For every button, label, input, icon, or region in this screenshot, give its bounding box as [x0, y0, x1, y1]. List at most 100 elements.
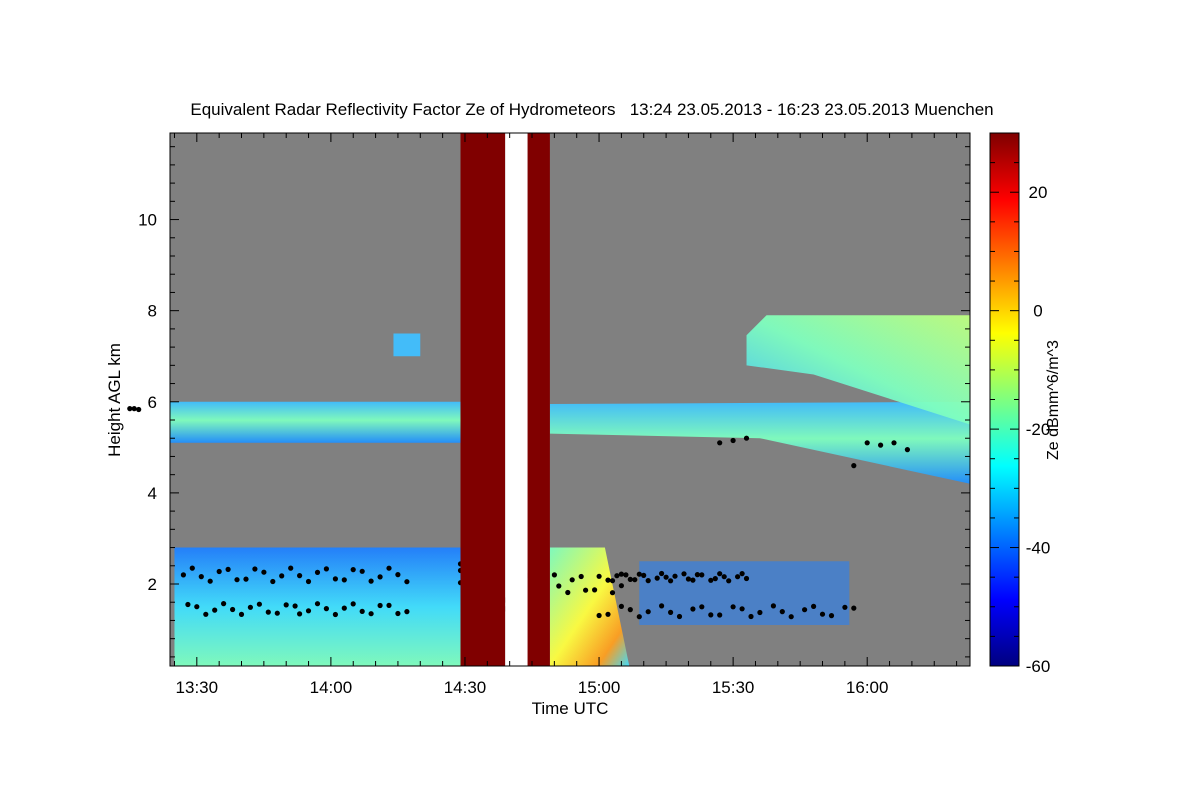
cloud-base-point	[627, 607, 633, 613]
cloud-base-point	[681, 571, 687, 577]
cloud-base-point	[627, 576, 633, 583]
cloud-base-point	[230, 606, 236, 613]
cloud-base-point	[668, 578, 674, 584]
cloud-base-point	[659, 603, 665, 609]
cloud-base-point	[288, 565, 294, 571]
colorbar-tick-label: -40	[1026, 539, 1051, 558]
cloud-base-point	[305, 608, 312, 614]
x-tick-label: 15:00	[578, 678, 621, 697]
cloud-base-point	[748, 613, 754, 620]
cloud-base-point	[717, 571, 723, 577]
cloud-base-point	[699, 572, 705, 578]
cloud-base-point	[578, 573, 584, 580]
cloud-base-point	[690, 577, 696, 583]
cloud-base-point	[842, 604, 848, 610]
cloud-base-point	[618, 603, 625, 610]
cloud-base-point	[618, 583, 625, 589]
cloud-base-point	[690, 606, 696, 612]
cloud-base-point	[221, 601, 227, 607]
cloud-base-point	[583, 587, 589, 593]
echo-layer-4	[393, 333, 421, 357]
cloud-base-point	[614, 573, 620, 579]
cloud-base-point	[743, 435, 750, 441]
cloud-base-point	[596, 573, 602, 579]
y-tick-label: 6	[148, 393, 157, 412]
cloud-base-point	[368, 578, 374, 584]
colorbar-ticks: -60 -40 -20 0 20	[990, 132, 1051, 676]
data-gap-2	[527, 133, 550, 666]
blank-interval	[505, 133, 528, 666]
cloud-base-point	[685, 576, 692, 582]
cloud-base-point	[247, 604, 253, 610]
cloud-base-point	[663, 574, 669, 580]
cloud-base-point	[717, 612, 723, 618]
cloud-base-point	[225, 566, 231, 573]
cloud-base-point	[891, 440, 897, 446]
cloud-base-point	[721, 574, 727, 580]
cloud-base-point	[131, 406, 137, 412]
cloud-base-point	[341, 577, 347, 583]
cloud-base-point	[323, 566, 329, 572]
cloud-base-point	[207, 578, 213, 584]
cloud-base-point	[609, 590, 616, 596]
cloud-base-point	[565, 589, 571, 596]
cloud-base-point	[645, 609, 651, 615]
cloud-base-point	[636, 571, 642, 577]
cloud-base-point	[851, 463, 857, 469]
cloud-base-point	[904, 447, 911, 453]
cloud-base-point	[676, 613, 683, 620]
cloud-base-point	[672, 573, 678, 579]
cloud-base-point	[395, 572, 401, 578]
x-tick-label: 14:30	[444, 678, 487, 697]
cloud-base-point	[189, 565, 195, 571]
echo-layer-3	[746, 315, 970, 425]
cloud-base-point	[730, 604, 736, 610]
cloud-base-point	[238, 611, 245, 618]
cloud-base-point	[377, 602, 383, 609]
cloud-base-point	[864, 440, 870, 446]
cloud-base-point	[283, 602, 289, 608]
colorbar-tick-label: 0	[1033, 302, 1042, 321]
data-gap-1	[460, 133, 506, 666]
cloud-base-point	[694, 572, 701, 578]
x-axis-label: Time UTC	[532, 699, 609, 718]
cloud-base-point	[136, 406, 142, 413]
cloud-base-point	[569, 577, 575, 583]
cloud-base-point	[770, 603, 777, 609]
y-tick-label: 4	[148, 484, 157, 503]
cloud-base-point	[708, 577, 714, 583]
cloud-base-point	[216, 568, 222, 575]
echo-layer-6	[549, 547, 630, 666]
cloud-base-point	[699, 604, 705, 610]
y-axis-label: Height AGL km	[105, 343, 124, 457]
cloud-base-point	[708, 612, 714, 618]
cloud-base-point	[404, 609, 410, 615]
cloud-base-point	[811, 603, 817, 610]
cloud-base-point	[314, 569, 321, 576]
echo-layer-5	[174, 547, 461, 666]
x-tick-label: 15:30	[712, 678, 755, 697]
data-gaps	[460, 133, 550, 666]
colorbar-tick-label: -60	[1026, 657, 1051, 676]
x-tick-label: 14:00	[310, 678, 353, 697]
cloud-base-point	[819, 611, 826, 617]
cloud-base-point	[739, 571, 745, 577]
cloud-base-point	[359, 568, 365, 574]
cloud-base-point	[802, 607, 808, 613]
cloud-base-point	[332, 576, 338, 582]
echo-layer-1	[170, 401, 461, 443]
cloud-base-point	[623, 572, 629, 578]
cloud-base-point	[878, 442, 884, 448]
cloud-base-point	[350, 567, 356, 573]
cloud-base-point	[641, 572, 647, 579]
cloud-base-point	[556, 583, 562, 589]
y-tick-label: 2	[148, 575, 157, 594]
cloud-base-point	[265, 609, 271, 615]
cloud-base-point	[645, 578, 651, 584]
cloud-base-point	[605, 611, 611, 617]
cloud-base-point	[350, 601, 356, 607]
cloud-base-point	[194, 604, 200, 610]
cloud-base-point	[395, 610, 401, 617]
x-tick-label: 16:00	[846, 678, 889, 697]
cloud-base-point	[404, 579, 410, 585]
